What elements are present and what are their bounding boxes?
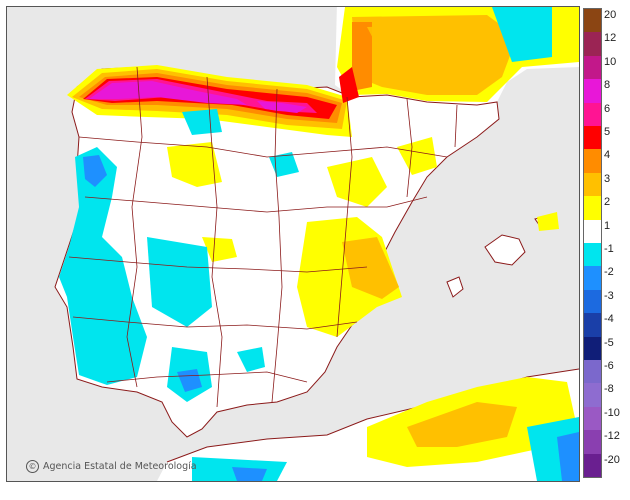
legend-swatch [584,102,601,127]
ibiza [446,276,464,298]
legend-swatch [584,55,601,80]
legend-swatch [584,149,601,174]
mallorca [484,234,526,266]
legend-tick-label: 4 [604,149,611,162]
legend-swatch [584,32,601,57]
credit-text: © Agencia Estatal de Meteorología [26,460,197,473]
legend-tick-label: 8 [604,79,611,92]
legend-swatch [584,336,601,361]
map-panel [6,6,580,482]
legend-tick-label: 5 [604,126,611,138]
legend-tick-label: -1 [604,243,614,255]
iberia-landmass [54,66,500,438]
legend-tick-label: -20 [604,453,620,466]
legend-swatch [584,360,601,384]
legend-swatch [584,79,601,104]
legend-swatch [584,219,601,244]
color-legend [583,8,602,478]
legend-tick-label: 20 [604,9,617,21]
legend-swatch [584,430,601,455]
legend-swatch [584,243,601,267]
legend-tick-label: -5 [604,336,614,349]
legend-tick-label: -10 [604,406,620,419]
legend-swatch [584,266,601,291]
legend-tick-label: -12 [604,430,620,443]
legend-swatch [584,313,601,338]
legend-swatch [584,383,601,408]
legend-tick-label: -3 [604,289,614,302]
legend-tick-label: -4 [604,313,614,326]
legend-swatch [584,289,601,314]
legend-swatch [584,172,601,197]
legend-tick-label: 6 [604,102,611,115]
legend-tick-label: 1 [604,219,611,232]
legend-swatch [584,406,601,431]
legend-swatch [584,196,601,221]
legend-swatch [584,9,601,33]
legend-swatch [584,453,601,478]
credit-label: Agencia Estatal de Meteorología [43,461,197,472]
legend-tick-label: 2 [604,196,611,209]
legend-tick-label: -6 [604,360,614,372]
legend-tick-label: -8 [604,383,614,396]
legend-tick-label: -2 [604,266,614,279]
legend-tick-label: 3 [604,172,611,185]
legend-swatch [584,126,601,150]
map-svg [54,7,579,481]
legend-tick-label: 12 [604,32,617,45]
copyright-icon: © [26,460,39,473]
legend-tick-label: 10 [604,55,617,68]
